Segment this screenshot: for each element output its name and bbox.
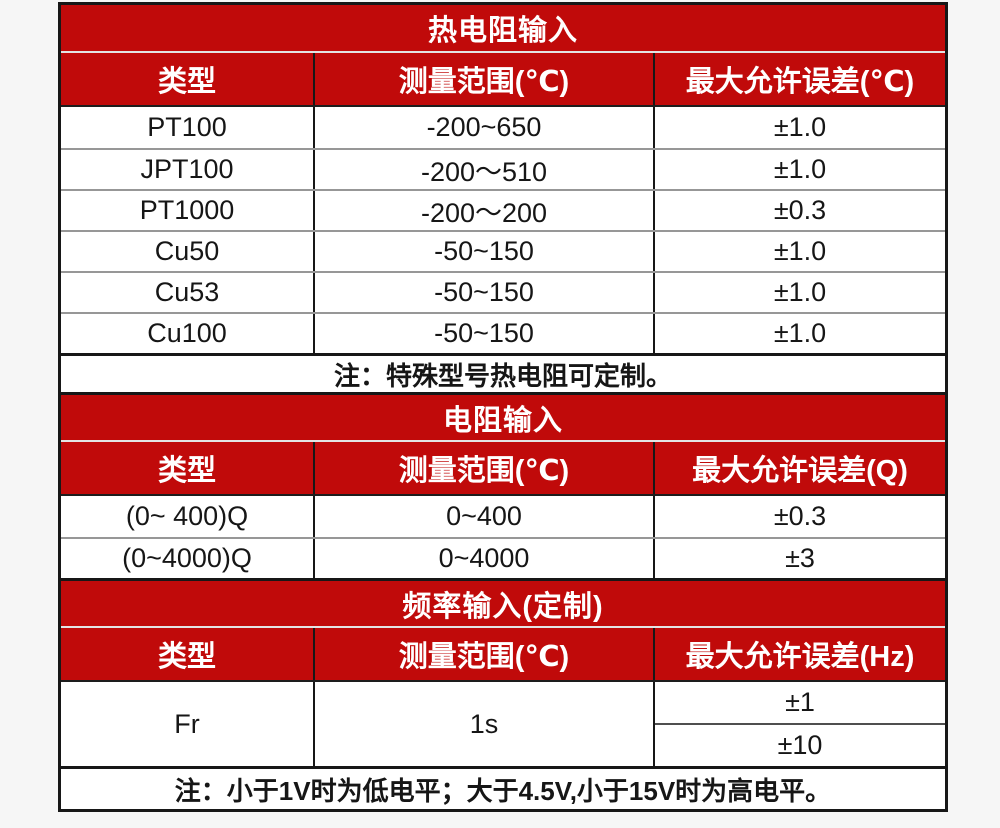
note-frequency: 注：小于1V时为低电平；大于4.5V,小于15V时为高电平。 (61, 766, 945, 809)
cell-error: ±0.3 (653, 496, 945, 537)
cell-error: ±1.0 (653, 273, 945, 312)
cell-error: ±1.0 (653, 232, 945, 271)
cell-error-10: ±10 (655, 723, 945, 766)
cell-range: -50~150 (313, 314, 653, 353)
header-row-resistance: 类型 测量范围(℃) 最大允许误差(Q) (61, 440, 945, 496)
column-header-range: 测量范围(℃) (313, 442, 653, 494)
note-thermal-resistance: 注：特殊型号热电阻可定制。 (61, 353, 945, 392)
column-header-max-error: 最大允许误差(℃) (653, 53, 945, 105)
header-row-frequency: 类型 测量范围(℃) 最大允许误差(Hz) (61, 626, 945, 682)
cell-range: -50~150 (313, 273, 653, 312)
cell-error: ±1.0 (653, 150, 945, 189)
table-row-cu50: Cu50 -50~150 ±1.0 (61, 230, 945, 271)
cell-type: PT100 (147, 112, 227, 142)
spec-table: 热电阻输入 类型 测量范围(℃) 最大允许误差(℃) PT100 -200~65… (58, 2, 948, 812)
table-row-pt100: PT100 -200~650 ±1.0 (61, 107, 945, 148)
cell-type: PT1000 (139, 195, 235, 225)
cell-range: -50~150 (313, 232, 653, 271)
column-header-type: 类型 (157, 641, 216, 673)
column-header-type: 类型 (157, 455, 216, 487)
cell-range: -200～200 (313, 191, 653, 230)
table-row-jpt100: JPT100 -200～510 ±1.0 (61, 148, 945, 189)
header-row-thermal-resistance: 类型 测量范围(℃) 最大允许误差(℃) (61, 51, 945, 107)
section-title-thermal-resistance: 热电阻输入 (61, 5, 945, 51)
table-row-0-4000q: (0~4000)Q 0~4000 ±3 (61, 537, 945, 578)
section-title-resistance: 电阻输入 (61, 392, 945, 440)
cell-type: (0~4000)Q (122, 543, 252, 573)
column-header-type: 类型 (157, 66, 216, 98)
column-header-max-error: 最大允许误差(Q) (653, 442, 945, 494)
cell-type: JPT100 (140, 154, 234, 184)
table-row-cu53: Cu53 -50~150 ±1.0 (61, 271, 945, 312)
cell-type: Fr (174, 708, 200, 739)
cell-range: -200~650 (313, 107, 653, 148)
cell-range: 0~400 (313, 496, 653, 537)
cell-type: Cu50 (154, 236, 220, 266)
column-header-range: 测量范围(℃) (313, 53, 653, 105)
cell-range: 0~4000 (313, 539, 653, 578)
section-title-frequency: 频率输入(定制) (61, 578, 945, 626)
column-header-max-error: 最大允许误差(Hz) (653, 628, 945, 680)
cell-range: 1s (313, 682, 653, 766)
cell-error: ±1.0 (653, 314, 945, 353)
cell-range: -200～510 (313, 150, 653, 189)
cell-type: Cu100 (147, 318, 227, 348)
table-row-0-400q: (0~ 400)Q 0~400 ±0.3 (61, 496, 945, 537)
table-row-pt1000: PT1000 -200～200 ±0.3 (61, 189, 945, 230)
cell-error: ±3 (653, 539, 945, 578)
table-row-fr: Fr 1s ±1 ±10 (61, 682, 945, 766)
column-header-range: 测量范围(℃) (313, 628, 653, 680)
cell-type: Cu53 (154, 277, 220, 307)
cell-error-split: ±1 ±10 (653, 682, 945, 766)
cell-error: ±0.3 (653, 191, 945, 230)
cell-type: (0~ 400)Q (125, 501, 249, 531)
cell-error: ±1.0 (653, 107, 945, 148)
cell-error-1: ±1 (785, 687, 815, 717)
table-row-cu100: Cu100 -50~150 ±1.0 (61, 312, 945, 353)
